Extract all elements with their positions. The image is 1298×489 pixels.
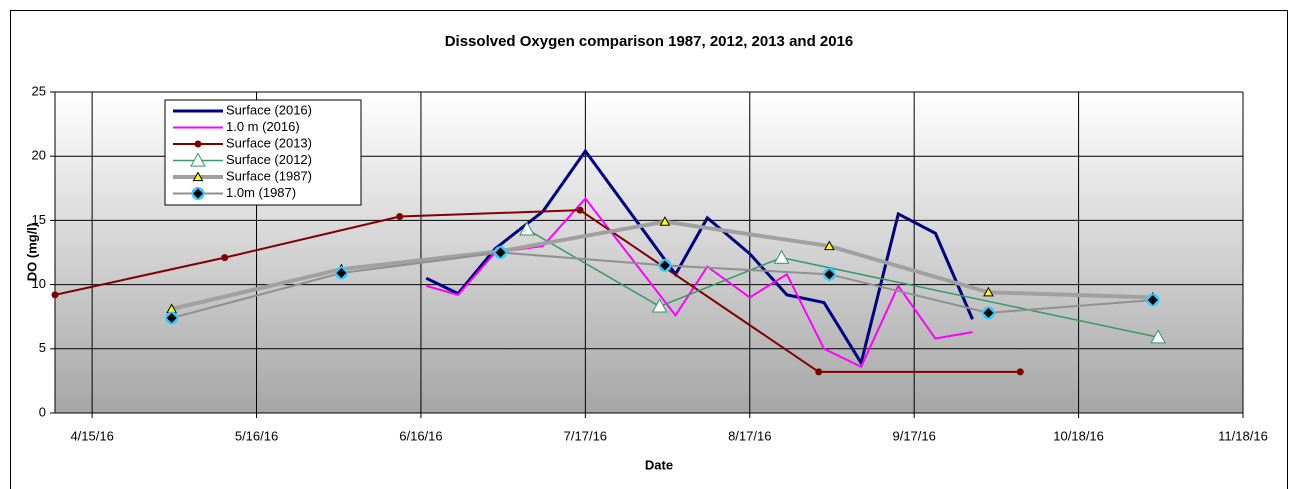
- y-tick-label: 15: [32, 212, 46, 227]
- marker: [1147, 295, 1158, 306]
- marker: [824, 269, 835, 280]
- x-tick-label: 11/18/16: [1218, 428, 1268, 443]
- series-line: [54, 209, 1021, 373]
- y-tick-label: 10: [32, 276, 46, 291]
- marker: [983, 307, 994, 318]
- legend-label: 1.0m (1987): [226, 185, 296, 200]
- grid: 0 5 10 15 20 25 4/15/16 5/16/16 6/16/16 7/17/16 8/…: [32, 83, 1268, 443]
- marker: [519, 221, 535, 236]
- marker: [166, 312, 177, 323]
- marker: [823, 240, 835, 251]
- y-tick-label: 25: [32, 83, 46, 98]
- chart-title: Dissolved Oxygen comparison 1987, 2012, …: [445, 33, 854, 50]
- marker: [1150, 329, 1166, 344]
- marker: [576, 206, 584, 214]
- marker: [396, 213, 404, 221]
- marker: [190, 152, 206, 167]
- marker: [659, 260, 670, 271]
- x-tick-label: 4/15/16: [70, 428, 113, 443]
- legend-label: Surface (2016): [226, 102, 312, 117]
- marker: [193, 188, 203, 199]
- y-axis-title: DO (mg/l): [24, 223, 39, 282]
- marker: [983, 286, 994, 297]
- marker: [773, 249, 790, 264]
- y-tick-label: 20: [32, 148, 46, 163]
- marker: [51, 291, 59, 299]
- y-tick-label: 5: [39, 340, 46, 355]
- legend-label: Surface (1987): [226, 168, 312, 183]
- x-axis-title: Date: [645, 457, 673, 472]
- y-tick-label: 0: [39, 404, 46, 419]
- legend: Surface (2016) 1.0 m (2016)Surface (2013)…: [164, 99, 362, 206]
- legend-label: Surface (2013): [226, 135, 312, 150]
- marker: [659, 216, 671, 226]
- series-line: [526, 228, 1159, 338]
- marker: [815, 368, 823, 376]
- marker: [651, 298, 668, 313]
- series-line: [425, 148, 974, 367]
- x-tick-label: 10/18/16: [1053, 428, 1104, 443]
- marker: [194, 140, 202, 148]
- x-tick-label: 9/17/16: [892, 428, 935, 443]
- x-tick-label: 6/16/16: [399, 428, 442, 443]
- marker: [1016, 368, 1024, 376]
- marker: [495, 247, 506, 258]
- series-lines: [51, 148, 1166, 376]
- x-tick-label: 8/17/16: [728, 428, 771, 443]
- legend-label: 1.0 m (2016): [226, 119, 300, 134]
- marker: [221, 254, 229, 262]
- x-tick-label: 5/16/16: [235, 428, 278, 443]
- marker: [192, 171, 204, 182]
- legend-label: Surface (2012): [226, 152, 312, 167]
- marker: [336, 268, 347, 279]
- x-tick-label: 7/17/16: [564, 428, 607, 443]
